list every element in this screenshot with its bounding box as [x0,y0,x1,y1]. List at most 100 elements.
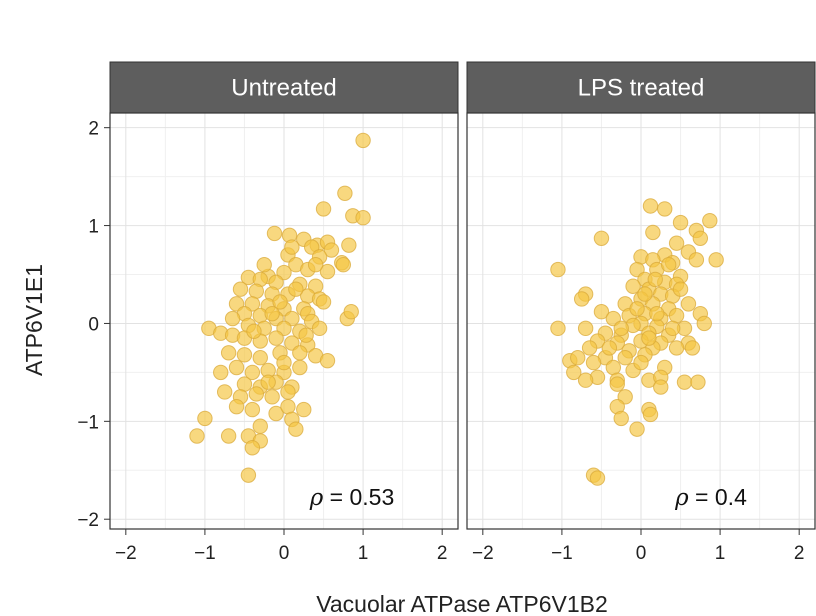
data-point [585,354,602,371]
x-tick-label: 0 [279,543,290,564]
data-point [647,271,663,288]
data-point [355,210,371,226]
data-point [702,212,718,229]
x-tick-label: −1 [194,543,216,564]
data-point [280,398,296,415]
data-point [355,132,371,149]
data-point [341,237,357,253]
data-point [315,201,332,217]
data-point [676,374,693,390]
data-point [668,235,685,251]
panels-layer: Untreated ρ = 0.53 −2 −1 0 1 2 LPS treated ρ = 0… [109,61,816,564]
panel-strip [109,61,459,114]
data-point [264,389,280,405]
data-point [268,405,284,422]
rho-value: = 0.53 [323,484,394,510]
panel-lps-treated: LPS treated ρ = 0.4 −2 −1 0 1 2 [466,61,816,564]
points-untreated [189,132,371,483]
data-point [668,307,685,324]
data-point [292,345,308,361]
rho-value: = 0.4 [689,484,747,510]
data-point [244,401,261,418]
y-axis: −2 −1 0 1 2 [77,119,110,531]
data-point [657,201,673,217]
data-point [323,242,340,258]
data-point [601,340,618,356]
rho-symbol: ρ [309,485,324,511]
data-point [280,384,296,400]
x-tick-label: −2 [472,543,494,564]
data-point [645,224,661,241]
data-point [613,320,629,337]
data-point [319,352,336,369]
data-point [672,214,689,231]
data-point [335,257,352,273]
data-point [690,374,706,390]
data-point [649,305,665,322]
data-point [581,340,598,356]
data-point [668,340,685,356]
data-point [573,291,590,307]
data-point [605,359,622,376]
data-point [637,286,653,302]
panel-strip-label: Untreated [231,75,336,102]
data-point [213,364,229,381]
data-point [593,230,610,246]
data-point [613,410,629,427]
data-point [319,263,336,280]
data-point [337,185,353,201]
data-point [224,310,241,327]
data-point [550,261,566,278]
y-tick-label: −2 [77,510,99,531]
x-tick-label: 1 [715,543,726,564]
data-point [680,296,697,312]
x-axis-title: Vacuolar ATPase ATP6V1B2 [316,591,608,616]
panel-strip-label: LPS treated [578,75,705,102]
panel-strip [466,61,816,114]
data-point [220,345,237,361]
data-point [641,330,657,346]
data-point [589,470,606,486]
data-point [256,257,272,273]
data-point [617,350,633,366]
data-point [550,320,566,337]
y-tick-label: −1 [77,412,99,433]
data-point [307,257,324,273]
data-point [268,330,284,346]
data-point [252,350,268,366]
data-point [288,281,304,297]
x-tick-label: −2 [115,543,137,564]
data-point [296,401,312,418]
data-point [284,239,300,255]
y-tick-label: 2 [88,119,99,140]
data-point [684,340,701,356]
data-point [311,320,328,337]
y-axis-title: ATP6V1E1 [21,264,47,376]
data-point [343,304,359,320]
data-point [288,421,304,437]
data-point [625,278,641,294]
data-point [688,252,705,268]
x-tick-label: 1 [358,543,369,564]
data-point [653,379,669,395]
data-point [664,320,681,337]
data-point [220,428,237,444]
points-lps-treated [550,198,724,486]
correlation-annotation: ρ = 0.53 [309,484,395,511]
data-point [244,440,261,456]
data-point [240,467,257,483]
data-point [570,350,586,366]
data-point [228,359,245,376]
data-point [642,198,659,214]
data-point [292,359,308,376]
x-tick-label: −1 [551,543,573,564]
data-point [266,225,283,242]
data-point [246,323,262,339]
data-point [672,281,689,297]
data-point [197,410,213,427]
y-tick-label: 0 [88,314,99,335]
data-point [660,257,677,273]
data-point [264,305,280,322]
y-tick-label: 1 [88,217,99,238]
